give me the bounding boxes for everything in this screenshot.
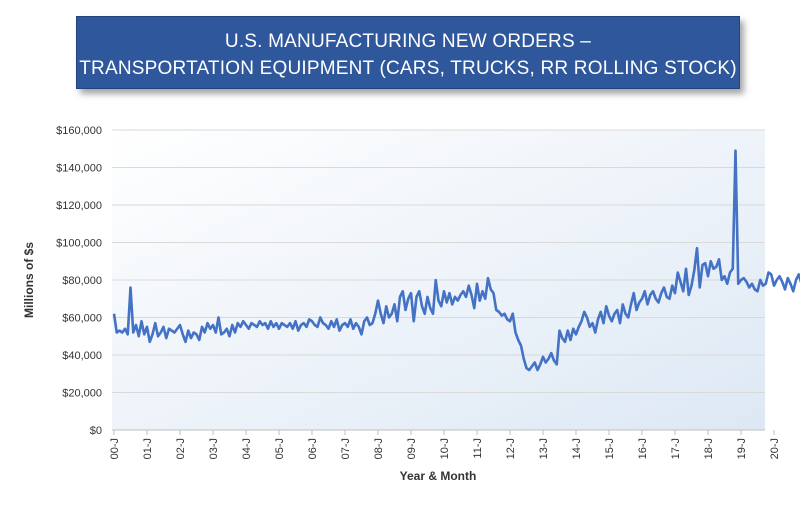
series-line — [112, 149, 800, 372]
y-tick-label: $100,000 — [56, 238, 102, 250]
x-tick-label: 01-J — [142, 438, 154, 459]
chart-title-banner: U.S. MANUFACTURING NEW ORDERS – TRANSPOR… — [76, 16, 740, 89]
x-tick-label: 14-J — [571, 438, 583, 459]
x-tick-label: 03-J — [208, 438, 220, 459]
x-tick-label: 06-J — [307, 438, 319, 459]
y-tick-label: $140,000 — [56, 163, 102, 175]
x-tick-label: 08-J — [373, 438, 385, 459]
x-axis-title: Year & Month — [400, 469, 477, 483]
chart-title-line-2: TRANSPORTATION EQUIPMENT (CARS, TRUCKS, … — [79, 58, 737, 79]
x-tick-label: 16-J — [637, 438, 649, 459]
x-tick-label: 20-J — [769, 438, 781, 459]
y-tick-label: $60,000 — [62, 313, 102, 325]
x-tick-label: 11-J — [472, 438, 484, 459]
y-axis-title: Millions of $s — [22, 242, 36, 318]
x-axis-ticks: 00-J 01-J 02-J 03-J 04-J 05-J 06-J 07-J 08-J 09-J… — [109, 430, 781, 459]
x-tick-label: 02-J — [175, 438, 187, 459]
y-axis-ticks: $0 $20,000 $40,000 $60,000 $80,000 $100,000 $1… — [56, 125, 102, 437]
y-tick-label: $20,000 — [62, 388, 102, 400]
y-tick-label: $0 — [90, 425, 102, 437]
x-tick-label: 15-J — [604, 438, 616, 459]
y-tick-label: $160,000 — [56, 125, 102, 137]
x-tick-label: 13-J — [538, 438, 550, 459]
x-tick-label: 09-J — [406, 438, 418, 459]
y-tick-label: $120,000 — [56, 200, 102, 212]
y-tick-label: $80,000 — [62, 275, 102, 287]
x-tick-label: 07-J — [340, 438, 352, 459]
x-tick-label: 12-J — [505, 438, 517, 459]
x-tick-label: 18-J — [703, 438, 715, 459]
x-tick-label: 04-J — [241, 438, 253, 459]
x-tick-label: 10-J — [439, 438, 451, 459]
x-tick-label: 05-J — [274, 438, 286, 459]
x-tick-label: 17-J — [670, 438, 682, 459]
chart-title-line-1: U.S. MANUFACTURING NEW ORDERS – — [224, 31, 592, 52]
x-tick-label: 00-J — [109, 438, 121, 459]
x-tick-label: 19-J — [736, 438, 748, 459]
y-tick-label: $40,000 — [62, 350, 102, 362]
